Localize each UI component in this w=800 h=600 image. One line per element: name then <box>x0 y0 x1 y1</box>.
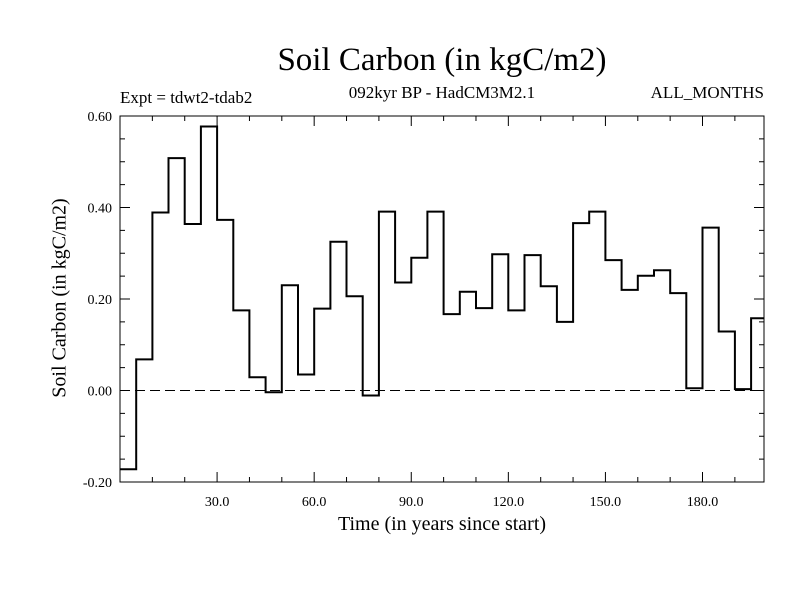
experiment-label: Expt = tdwt2-tdab2 <box>120 88 253 107</box>
x-tick-label: 150.0 <box>590 495 622 510</box>
x-tick-label: 60.0 <box>302 495 327 510</box>
y-tick-label: 0.60 <box>88 110 113 125</box>
tick-labels: 30.0 60.0 90.0 120.0 150.0 180.0 -0.20 0.00 0.20… <box>83 110 718 510</box>
x-axis-label: Time (in years since start) <box>337 513 547 535</box>
axis-ticks <box>120 116 764 482</box>
y-tick-label: -0.20 <box>83 476 112 491</box>
months-label: ALL_MONTHS <box>650 83 764 102</box>
series-line <box>120 125 764 471</box>
x-tick-label: 180.0 <box>687 495 719 510</box>
x-tick-label: 120.0 <box>493 495 525 510</box>
y-tick-label: 0.00 <box>88 385 113 400</box>
plot-frame <box>119 115 765 483</box>
x-tick-label: 30.0 <box>205 495 230 510</box>
y-tick-label: 0.40 <box>88 202 113 217</box>
x-tick-label: 90.0 <box>399 495 424 510</box>
y-tick-label: 0.20 <box>88 293 113 308</box>
chart-subtitle: 092kyr BP - HadCM3M2.1 <box>348 83 536 102</box>
chart-title: Soil Carbon (in kgC/m2) <box>277 42 607 78</box>
